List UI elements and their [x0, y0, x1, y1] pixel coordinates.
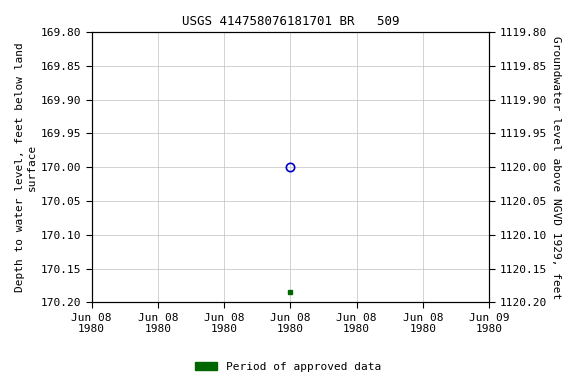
Legend: Period of approved data: Period of approved data: [191, 358, 385, 377]
Title: USGS 414758076181701 BR   509: USGS 414758076181701 BR 509: [181, 15, 399, 28]
Y-axis label: Groundwater level above NGVD 1929, feet: Groundwater level above NGVD 1929, feet: [551, 36, 561, 299]
Y-axis label: Depth to water level, feet below land
surface: Depth to water level, feet below land su…: [15, 42, 37, 292]
